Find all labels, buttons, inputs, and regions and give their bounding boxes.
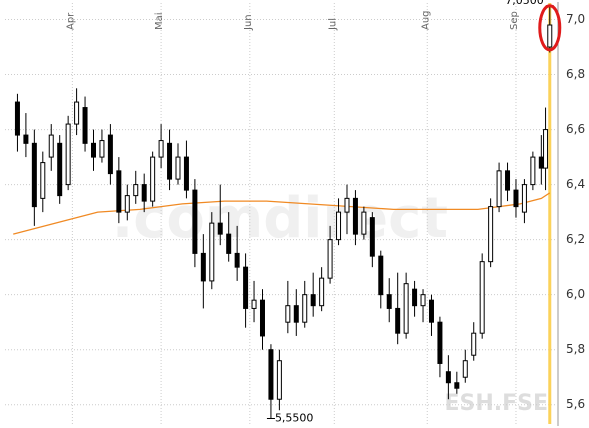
candle-body [82,107,88,144]
candle-body [310,294,316,307]
watermark: .comdirect [112,186,448,251]
candle-body [428,299,434,323]
candle-body [226,233,232,254]
candle-body [276,360,282,400]
candle-body [23,134,29,144]
candle-body [57,142,63,197]
x-tick-label: Jun [243,14,254,31]
candle-body [513,189,519,208]
candle-body [420,294,426,307]
candle-body [251,299,257,309]
y-tick-label: 6,6 [566,122,585,136]
candle-body [352,197,358,235]
candle-body [462,360,468,378]
x-tick-label: Jul [327,18,338,31]
candle-body [65,123,71,186]
candle-body [124,195,130,213]
candle-body [217,222,223,235]
candle-body [395,307,401,334]
candle-body [361,211,367,235]
candle-body [99,140,105,158]
candle-body [538,156,544,169]
candle-body [31,142,37,208]
candle-body [192,189,198,254]
candle-body [90,142,96,158]
candle-body [327,239,333,279]
candle-body [14,101,20,136]
x-tick-label: Mai [154,12,165,30]
candle-body [302,294,308,323]
candle-body [209,222,215,282]
candle-body [259,299,265,337]
candle-body [543,129,549,169]
candle-body [521,184,527,213]
candle-body [48,134,54,158]
candle-body [479,261,485,334]
candle-body [530,156,536,186]
symbol-label: ESH.FSE [444,391,548,416]
y-tick-label: 6,4 [566,177,585,191]
candle-body [412,288,418,307]
candle-body [285,305,291,323]
candle-body [319,277,325,307]
candle-body [74,101,80,125]
candle-body [471,332,477,356]
x-tick-label: Sep [509,11,520,30]
candle-body [133,184,139,197]
candle-body [141,184,147,202]
candle-body [150,156,156,202]
candle-body [243,266,249,309]
candle-body [488,206,494,263]
candle-body [167,142,173,180]
candle-body [116,170,122,213]
candle-body [234,252,240,268]
candle-body [437,321,443,364]
candle-body [344,197,350,213]
candle-body [547,24,553,48]
candle-body [403,283,409,334]
candle-body [445,371,451,384]
y-tick-label: 6,8 [566,67,585,81]
y-tick-label: 7,0 [566,12,585,26]
candle-body [183,156,189,191]
candle-body [369,217,375,257]
candle-body [386,294,392,309]
candle-body [175,156,181,180]
x-tick-label: Apr [65,12,76,30]
candle-body [505,170,511,191]
y-tick-label: 5,6 [566,397,585,411]
highlight-circle [538,4,562,52]
candle-body [496,170,502,208]
candle-body [454,382,460,389]
candle-body [293,305,299,323]
y-tick-label: 6,2 [566,232,585,246]
annotation: 7,0500 [505,0,544,7]
x-tick-label: Aug [420,10,431,30]
candle-body [268,349,274,400]
candle-body [40,162,46,199]
candle-body [158,140,164,158]
annotation: 5,5500 [275,411,314,424]
candle-body [336,211,342,241]
candle-body [107,134,113,175]
candle-body [378,255,384,296]
y-tick-label: 5,8 [566,342,585,356]
y-tick-label: 6,0 [566,287,585,301]
candle-body [200,252,206,282]
